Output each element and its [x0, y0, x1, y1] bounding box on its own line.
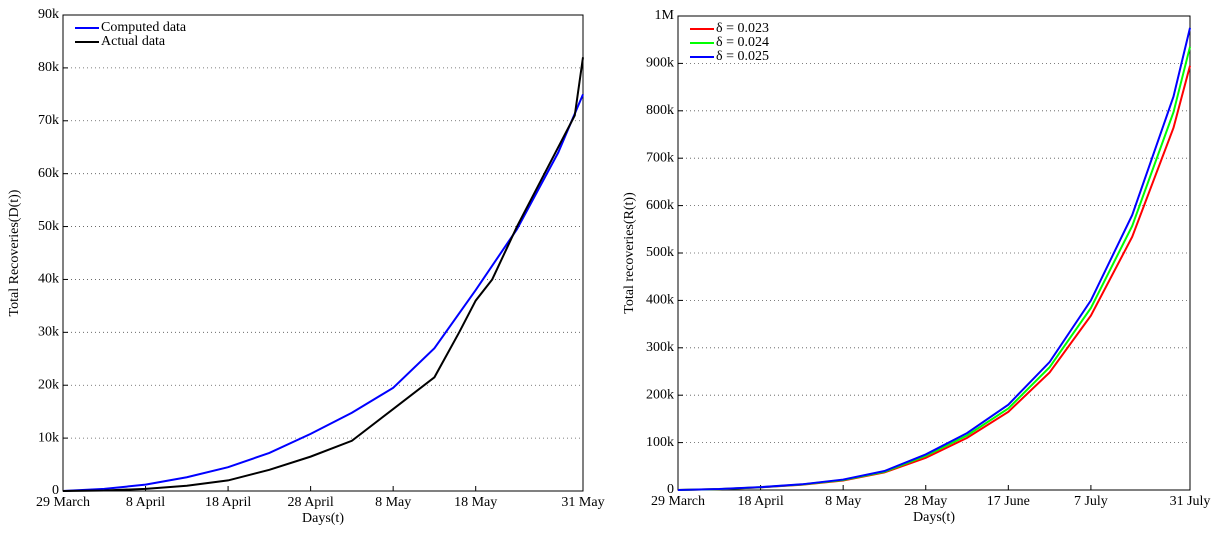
y-tick-label: 20k	[38, 377, 59, 392]
legend-label: Actual data	[101, 34, 166, 49]
y-tick-label: 600k	[646, 198, 674, 213]
x-axis-label: Days(t)	[913, 510, 955, 525]
y-tick-label: 0	[52, 483, 59, 498]
y-tick-label: 60k	[38, 166, 59, 181]
x-tick-label: 8 April	[126, 495, 165, 510]
legend-label: Computed data	[101, 20, 187, 35]
x-tick-label: 28 May	[904, 494, 947, 509]
y-tick-label: 200k	[646, 387, 674, 402]
x-tick-label: 18 April	[737, 494, 783, 509]
legend-label: δ = 0.024	[716, 35, 769, 50]
y-tick-label: 50k	[38, 219, 59, 234]
x-axis-label: Days(t)	[302, 511, 344, 526]
legend-label: δ = 0.025	[716, 49, 769, 64]
y-tick-label: 300k	[646, 340, 674, 355]
y-tick-label: 30k	[38, 325, 59, 340]
y-tick-label: 40k	[38, 272, 59, 287]
x-tick-label: 31 May	[561, 495, 604, 510]
y-tick-label: 90k	[38, 7, 59, 22]
legend-label: δ = 0.023	[716, 21, 769, 36]
x-tick-label: 29 March	[36, 495, 90, 510]
y-tick-label: 900k	[646, 56, 674, 71]
y-tick-label: 80k	[38, 60, 59, 75]
y-axis-label: Total Recoveries(D(t))	[7, 189, 22, 316]
y-tick-label: 10k	[38, 430, 59, 445]
x-tick-label: 7 July	[1074, 494, 1108, 509]
series-line	[62, 93, 584, 492]
x-tick-label: 8 May	[375, 495, 411, 510]
x-tick-label: 28 April	[287, 495, 333, 510]
x-tick-label: 18 April	[205, 495, 251, 510]
series-line	[677, 46, 1191, 491]
chart: 0 10k 20k 30k 40k 50k 60k 70k 80k 90k 29 March 8 Ap…	[7, 7, 604, 526]
plot-frame	[62, 14, 584, 492]
x-tick-label: 29 March	[651, 494, 705, 509]
series-line	[677, 27, 1191, 491]
plot-frame	[677, 15, 1191, 491]
y-tick-label: 700k	[646, 150, 674, 165]
y-tick-label: 1M	[655, 8, 675, 23]
y-tick-label: 70k	[38, 113, 59, 128]
y-tick-label: 500k	[646, 245, 674, 260]
chart: 0 100k 200k 300k 400k 500k 600k 700k 800k 900k 1M 2…	[622, 8, 1210, 525]
x-tick-label: 8 May	[825, 494, 861, 509]
y-tick-label: 800k	[646, 103, 674, 118]
series-line	[677, 65, 1191, 491]
x-tick-label: 31 July	[1170, 494, 1211, 509]
x-tick-label: 17 June	[987, 494, 1030, 509]
y-axis-label: Total recoveries(R(t))	[622, 192, 637, 314]
x-tick-label: 18 May	[454, 495, 497, 510]
y-tick-label: 400k	[646, 293, 674, 308]
y-tick-label: 0	[667, 482, 674, 497]
y-tick-label: 100k	[646, 435, 674, 450]
series-line	[62, 57, 584, 492]
